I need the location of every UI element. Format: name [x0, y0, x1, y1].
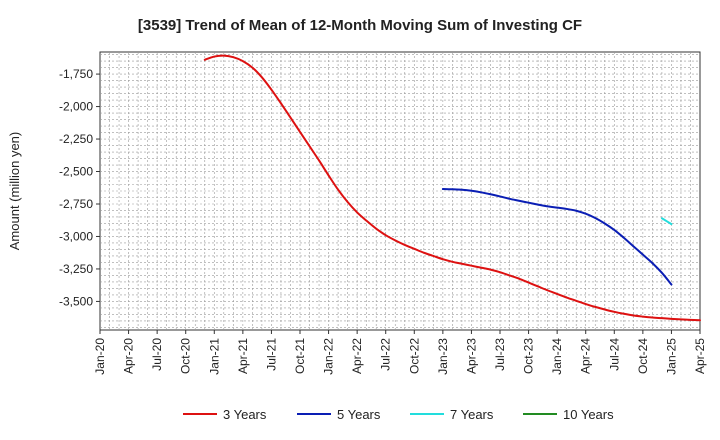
y-tick-label: -2,000 [59, 100, 93, 114]
x-tick-label: Apr-20 [122, 338, 136, 374]
legend-label-10-years: 10 Years [563, 407, 614, 422]
series-line-5-years [441, 188, 673, 286]
x-tick-label: Jan-21 [207, 338, 221, 375]
series-layer [203, 54, 701, 322]
chart-title: [3539] Trend of Mean of 12-Month Moving … [138, 17, 582, 34]
y-tick-label: -3,000 [59, 229, 93, 243]
x-tick-label: Jul-21 [264, 338, 278, 371]
x-tick-label: Jul-23 [493, 338, 507, 371]
x-tick-label: Jan-24 [550, 338, 564, 375]
legend-label-7-years: 7 Years [450, 407, 494, 422]
x-tick-label: Jul-24 [607, 338, 621, 371]
x-tick-label: Jan-20 [93, 338, 107, 375]
x-tick-label: Jan-25 [664, 338, 678, 375]
horizontal-gridlines [100, 54, 700, 328]
y-tick-label: -2,750 [59, 197, 93, 211]
x-tick-label: Jan-23 [436, 338, 450, 375]
x-axis-ticks: Jan-20 Apr-20 Jul-20 Oct-20 Jan-21 Apr-21 Jul-… [93, 330, 707, 375]
x-tick-label: Apr-22 [350, 338, 364, 374]
legend-label-3-years: 3 Years [223, 407, 267, 422]
x-tick-label: Apr-25 [693, 338, 707, 374]
y-axis-ticks: -1,750 -2,000 -2,250 -2,500 -2,750 -3,000 -3,2… [59, 67, 100, 308]
x-tick-label: Jan-22 [322, 338, 336, 375]
x-tick-label: Oct-21 [293, 338, 307, 374]
x-tick-label: Jul-20 [150, 338, 164, 371]
y-tick-label: -2,500 [59, 165, 93, 179]
y-tick-label: -3,500 [59, 294, 93, 308]
x-tick-label: Oct-20 [179, 338, 193, 374]
y-tick-label: -3,250 [59, 262, 93, 276]
y-tick-label: -1,750 [59, 67, 93, 81]
legend-label-5-years: 5 Years [337, 407, 381, 422]
series-line-7-years [660, 217, 673, 226]
x-tick-label: Jul-22 [379, 338, 393, 371]
y-axis-title: Amount (million yen) [7, 132, 22, 251]
x-tick-label: Apr-23 [464, 338, 478, 374]
x-tick-label: Oct-23 [522, 338, 536, 374]
x-tick-label: Apr-24 [579, 338, 593, 374]
x-tick-label: Oct-24 [636, 338, 650, 374]
legend: 3 Years 5 Years 7 Years 10 Years [183, 407, 614, 422]
x-tick-label: Apr-21 [236, 338, 250, 374]
x-tick-label: Oct-22 [407, 338, 421, 374]
y-tick-label: -2,250 [59, 132, 93, 146]
series-line-3-years [203, 54, 701, 322]
